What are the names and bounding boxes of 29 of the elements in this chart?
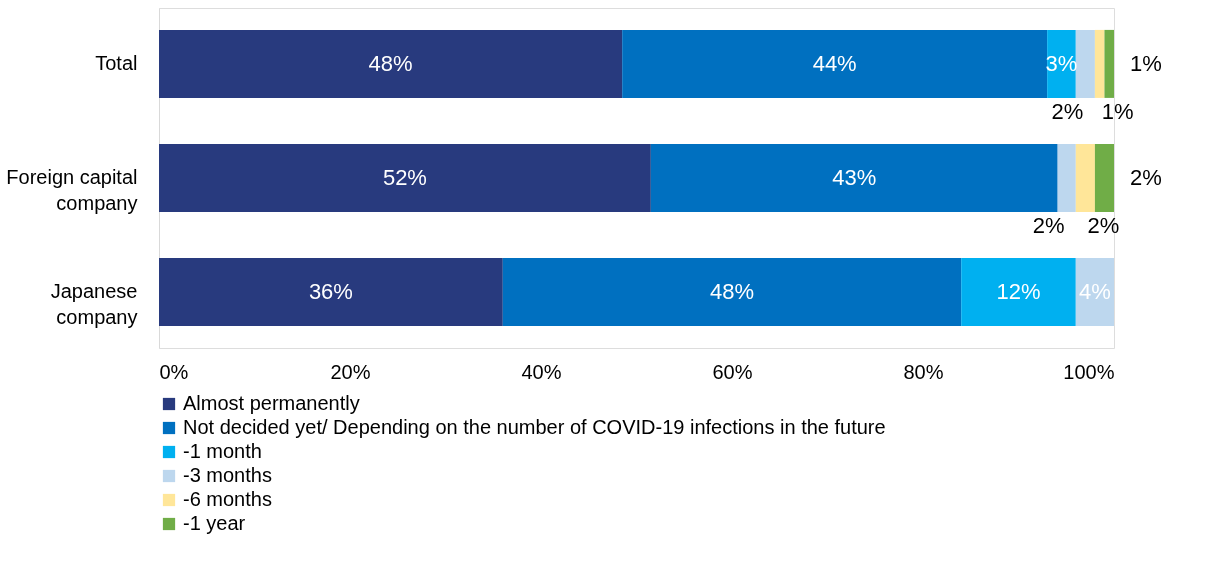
x-tick-label: 20%: [330, 360, 371, 383]
data-label: 1%: [1101, 98, 1134, 124]
data-label: 43%: [832, 165, 877, 190]
data-label: 48%: [368, 50, 413, 76]
data-label: 2%: [1032, 213, 1065, 238]
data-label: 2%: [1130, 165, 1162, 190]
legend-label: -1 year: [183, 512, 246, 534]
y-tick-label: Foreign capital company: [6, 166, 138, 214]
x-tick-label: 40%: [521, 360, 562, 383]
legend-label: -6 months: [183, 488, 272, 510]
data-label: 36%: [308, 279, 353, 305]
data-label: 48%: [709, 279, 755, 305]
x-tick-label: 60%: [712, 360, 753, 383]
data-label: 2%: [1087, 213, 1120, 238]
legend-label: Not decided yet/ Depending on the number of COVID-19 infections in the future: [183, 416, 886, 438]
y-tick-label: Japanese company: [50, 280, 138, 329]
x-tick-label: 0%: [159, 360, 189, 383]
x-tick-label: 100%: [1063, 360, 1115, 383]
data-label: 44%: [812, 50, 857, 76]
data-label: 4%: [1079, 279, 1111, 305]
x-tick-label: 80%: [903, 360, 944, 383]
data-label: 1%: [1130, 50, 1162, 76]
data-label: 52%: [382, 165, 427, 190]
legend-label: -1 month: [183, 440, 262, 462]
legend-label: -3 months: [183, 464, 272, 486]
data-label: 2%: [1051, 98, 1084, 124]
data-label: 12%: [996, 279, 1041, 305]
legend-label: Almost permanently: [183, 392, 360, 414]
y-tick-label: Total: [95, 51, 138, 74]
